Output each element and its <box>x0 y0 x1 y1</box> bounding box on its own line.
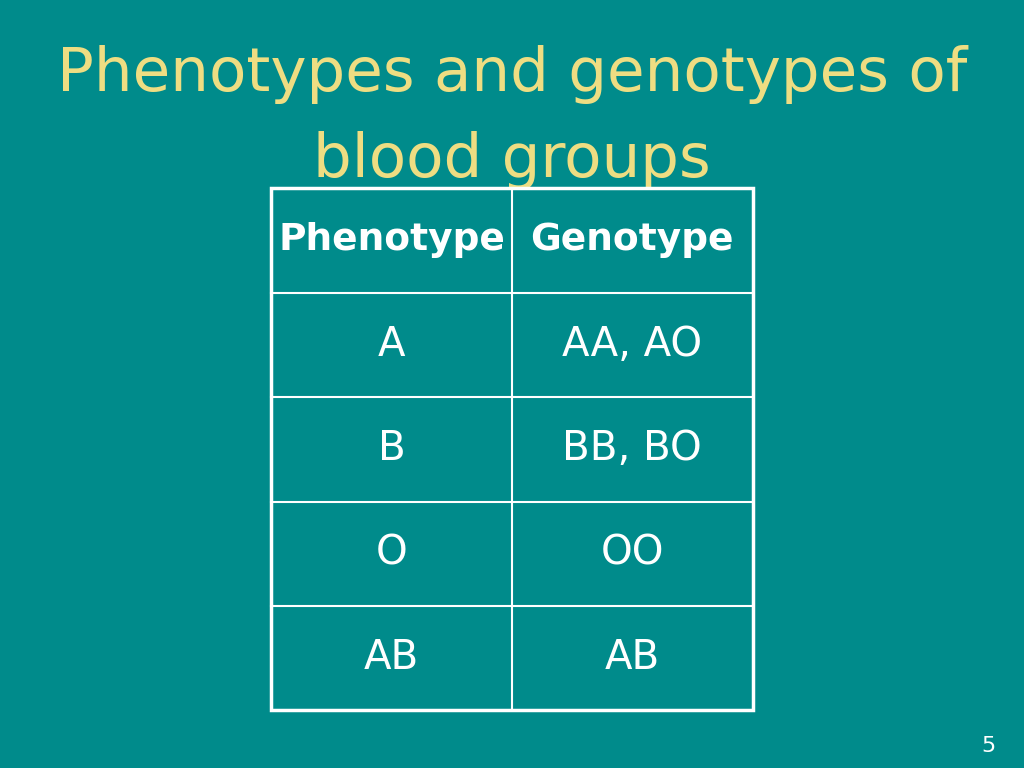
Text: Phenotypes and genotypes of: Phenotypes and genotypes of <box>57 45 967 104</box>
Text: 5: 5 <box>982 736 996 756</box>
Text: Phenotype: Phenotype <box>279 223 505 258</box>
Text: BB, BO: BB, BO <box>562 429 702 469</box>
Text: OO: OO <box>600 534 665 574</box>
Text: A: A <box>378 325 406 365</box>
Text: O: O <box>376 534 408 574</box>
Text: AB: AB <box>605 638 659 678</box>
Text: B: B <box>378 429 406 469</box>
Bar <box>271 188 753 710</box>
Text: Genotype: Genotype <box>530 223 734 258</box>
Text: blood groups: blood groups <box>313 131 711 190</box>
Text: AB: AB <box>365 638 419 678</box>
Text: AA, AO: AA, AO <box>562 325 702 365</box>
